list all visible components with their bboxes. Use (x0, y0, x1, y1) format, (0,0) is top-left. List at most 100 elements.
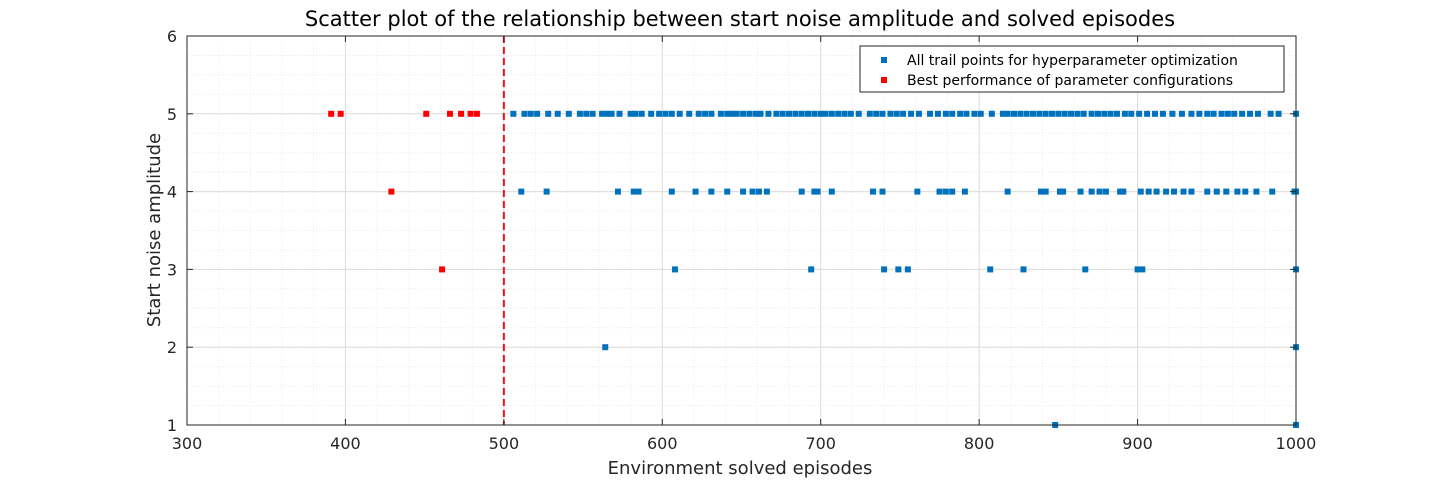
trial-point (702, 110, 709, 117)
trial-point (1144, 110, 1151, 117)
trial-point (728, 110, 735, 117)
trial-point (900, 110, 907, 117)
trial-point (1121, 110, 1128, 117)
legend: All trail points for hyperparameter opti… (859, 45, 1285, 93)
legend-marker (881, 57, 887, 63)
trial-point (662, 110, 669, 117)
trial-point (1088, 110, 1095, 117)
trial-point (589, 110, 596, 117)
trial-point (1242, 188, 1249, 195)
trial-point (999, 110, 1006, 117)
trial-point (927, 110, 934, 117)
trial-point (1188, 110, 1195, 117)
x-tick-label: 600 (647, 434, 678, 453)
best-point (328, 110, 335, 117)
y-axis-label: Start noise amplitude (144, 133, 165, 327)
trial-point (1037, 188, 1044, 195)
trial-point (805, 110, 812, 117)
trial-point (656, 110, 663, 117)
trial-point (695, 110, 702, 117)
trial-point (1204, 110, 1211, 117)
trial-point (841, 110, 848, 117)
best-point (423, 110, 430, 117)
trial-point (565, 110, 572, 117)
trial-point (881, 266, 888, 273)
trial-point (1113, 110, 1120, 117)
trial-point (543, 188, 550, 195)
trial-point (1004, 188, 1011, 195)
chart-title: Scatter plot of the relationship between… (305, 7, 1175, 31)
trial-point (1056, 188, 1063, 195)
best-point (467, 110, 474, 117)
trial-point (1178, 110, 1185, 117)
trial-point (724, 110, 731, 117)
grid (186, 35, 1297, 426)
best-point (446, 110, 453, 117)
trial-point (733, 110, 740, 117)
trial-point (904, 266, 911, 273)
x-tick-label: 400 (330, 434, 361, 453)
trial-point (977, 110, 984, 117)
trial-point (521, 110, 528, 117)
trial-point (934, 110, 941, 117)
trial-point (1234, 188, 1241, 195)
trial-point (887, 110, 894, 117)
points-layer (328, 110, 1299, 428)
trial-point (869, 188, 876, 195)
trial-point (1080, 110, 1087, 117)
trial-point (914, 188, 921, 195)
trial-point (1020, 266, 1027, 273)
x-tick-label: 800 (964, 434, 995, 453)
trial-point (1213, 188, 1220, 195)
trial-point (1010, 110, 1017, 117)
trial-point (576, 110, 583, 117)
y-tick-label: 1 (167, 416, 177, 435)
trial-point (668, 188, 675, 195)
trial-point (1224, 110, 1231, 117)
trial-point (614, 188, 621, 195)
trial-point (987, 266, 994, 273)
legend-label: All trail points for hyperparameter opti… (907, 53, 1238, 69)
trial-point (895, 266, 902, 273)
trial-point (1074, 110, 1081, 117)
trial-point (792, 110, 799, 117)
trial-point (1231, 110, 1238, 117)
trial-point (1239, 110, 1246, 117)
trial-point (942, 188, 949, 195)
trial-point (828, 110, 835, 117)
trial-point (1023, 110, 1030, 117)
trial-point (808, 266, 815, 273)
best-point (439, 266, 446, 273)
plot-frame (186, 35, 1297, 426)
trial-point (648, 110, 655, 117)
trial-point (676, 110, 683, 117)
trial-point (632, 110, 639, 117)
trial-point (988, 110, 995, 117)
axis-ticks: 300 400 500 600 700 800 900 1000 1 2 3 4 5 6 (167, 27, 1317, 453)
trial-point (1153, 188, 1160, 195)
trial-point (545, 110, 552, 117)
trial-point (1218, 110, 1225, 117)
trial-point (554, 110, 561, 117)
trial-point (602, 344, 609, 351)
trial-point (798, 110, 805, 117)
trial-point (518, 188, 525, 195)
trial-point (627, 110, 634, 117)
trial-point (1082, 266, 1089, 273)
trial-point (963, 110, 970, 117)
y-tick-label: 4 (167, 183, 177, 202)
trial-point (752, 110, 759, 117)
trial-point (1196, 110, 1203, 117)
trial-point (668, 110, 675, 117)
trial-point (765, 110, 772, 117)
x-tick-label: 900 (1122, 434, 1153, 453)
y-tick-label: 3 (167, 260, 177, 279)
trial-point (949, 110, 956, 117)
trial-point (1136, 110, 1143, 117)
trial-point (811, 188, 818, 195)
x-tick-label: 700 (805, 434, 836, 453)
trial-point (1139, 266, 1146, 273)
trial-point (740, 188, 747, 195)
trial-point (1036, 110, 1043, 117)
trial-point (708, 110, 715, 117)
